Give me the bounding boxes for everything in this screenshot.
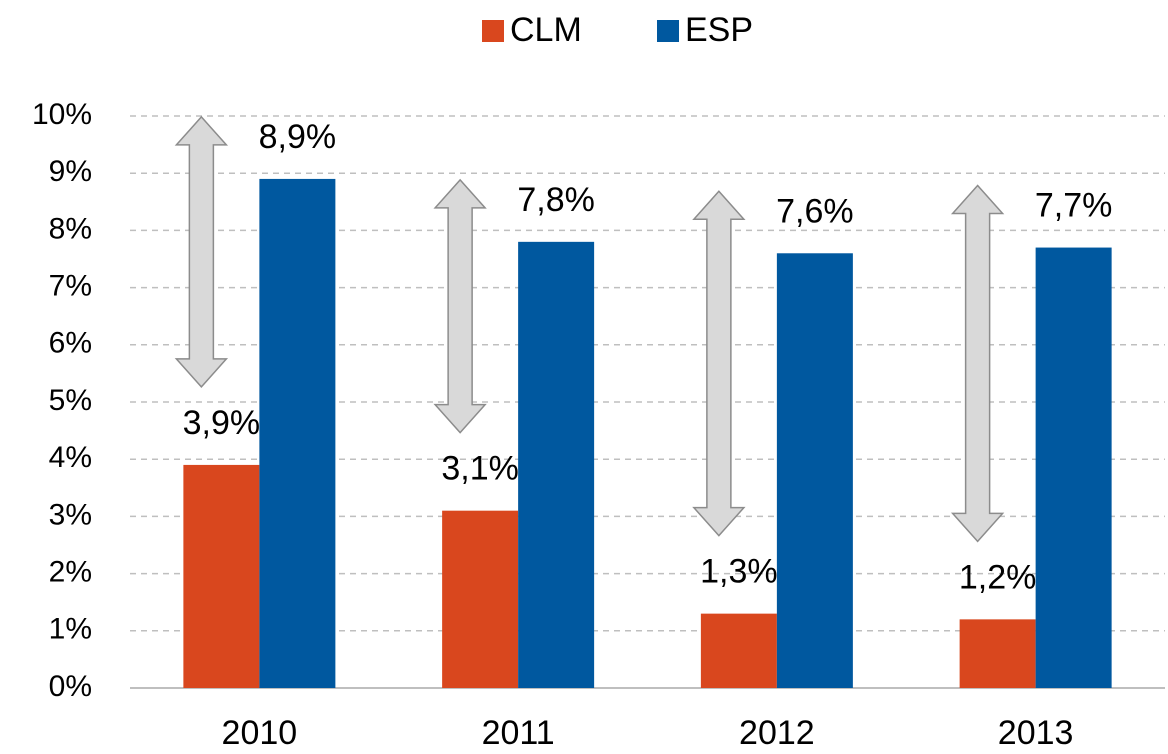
legend-swatch: [657, 20, 679, 42]
data-label: 7,6%: [776, 192, 854, 230]
gap-arrow: [950, 184, 1005, 543]
bar: [518, 241, 595, 688]
y-tick-label: 8%: [49, 212, 92, 245]
x-tick-label: 2010: [222, 714, 298, 752]
y-tick-label: 5%: [49, 384, 92, 417]
y-tick-label: 9%: [49, 155, 92, 188]
y-tick-label: 2%: [49, 556, 92, 589]
bar: [776, 253, 853, 688]
bar: [700, 613, 777, 688]
y-tick-label: 3%: [49, 498, 92, 531]
bar: [259, 178, 336, 689]
legend-label: ESP: [685, 11, 753, 49]
bar: [183, 464, 260, 688]
gap-arrow: [174, 115, 229, 389]
y-tick-label: 6%: [49, 327, 92, 360]
data-label: 7,8%: [517, 181, 595, 219]
legend-swatch: [482, 20, 504, 42]
bar: [1035, 247, 1112, 688]
legend-label: CLM: [510, 11, 582, 49]
gap-arrow: [433, 178, 487, 434]
y-tick-label: 4%: [49, 441, 92, 474]
gap-arrow: [692, 190, 746, 537]
bar: [442, 510, 519, 688]
x-tick-label: 2013: [998, 714, 1074, 752]
data-label: 3,1%: [441, 450, 519, 488]
data-label: 3,9%: [183, 404, 261, 442]
data-label: 8,9%: [259, 118, 337, 156]
y-tick-label: 10%: [32, 98, 92, 131]
y-tick-label: 7%: [49, 270, 92, 303]
x-tick-label: 2011: [482, 714, 555, 752]
data-label: 7,7%: [1035, 187, 1113, 225]
y-tick-label: 0%: [49, 670, 92, 703]
data-label: 1,2%: [959, 558, 1037, 596]
data-label: 1,3%: [700, 553, 778, 591]
y-tick-label: 1%: [49, 613, 92, 646]
bar: [959, 619, 1036, 688]
x-tick-label: 2012: [739, 714, 815, 752]
